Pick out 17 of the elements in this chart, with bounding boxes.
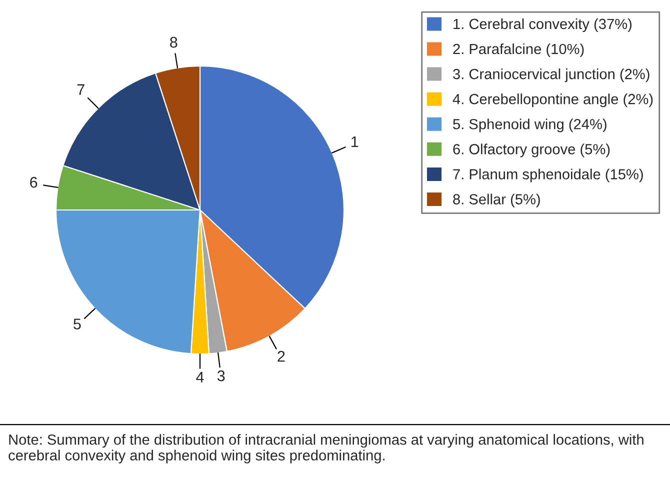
- legend-label: 2. Parafalcine (10%): [453, 43, 584, 58]
- legend-label: 7. Planum sphenoidale (15%): [453, 168, 643, 182]
- text: 5: [74, 318, 81, 330]
- legend-label: 8. Sellar (5%): [453, 194, 540, 208]
- legend-label: 4. Cerebellopontine angle (2%): [452, 94, 653, 108]
- text: 1: [352, 136, 358, 148]
- legend-label: 5. Sphenoid wing (24%): [453, 118, 606, 132]
- text: 3: [217, 370, 225, 382]
- text: 4: [196, 372, 204, 382]
- legend-label: 3. Craniocervical junction (2%): [453, 68, 650, 82]
- text: Note: Summary of the distribution of intracranial meningiomas at varying anatomical locations, with cerebral convexity and sphenoid wing sites predominating.: [8, 434, 644, 464]
- text: 8: [170, 36, 178, 48]
- text: 2: [278, 350, 285, 362]
- legend-label: 1. Cerebral convexity (37%): [454, 18, 632, 32]
- text: 7: [77, 84, 84, 95]
- text: 6: [30, 176, 38, 188]
- legend-label: 6. Olfactory groove (5%): [453, 144, 610, 158]
